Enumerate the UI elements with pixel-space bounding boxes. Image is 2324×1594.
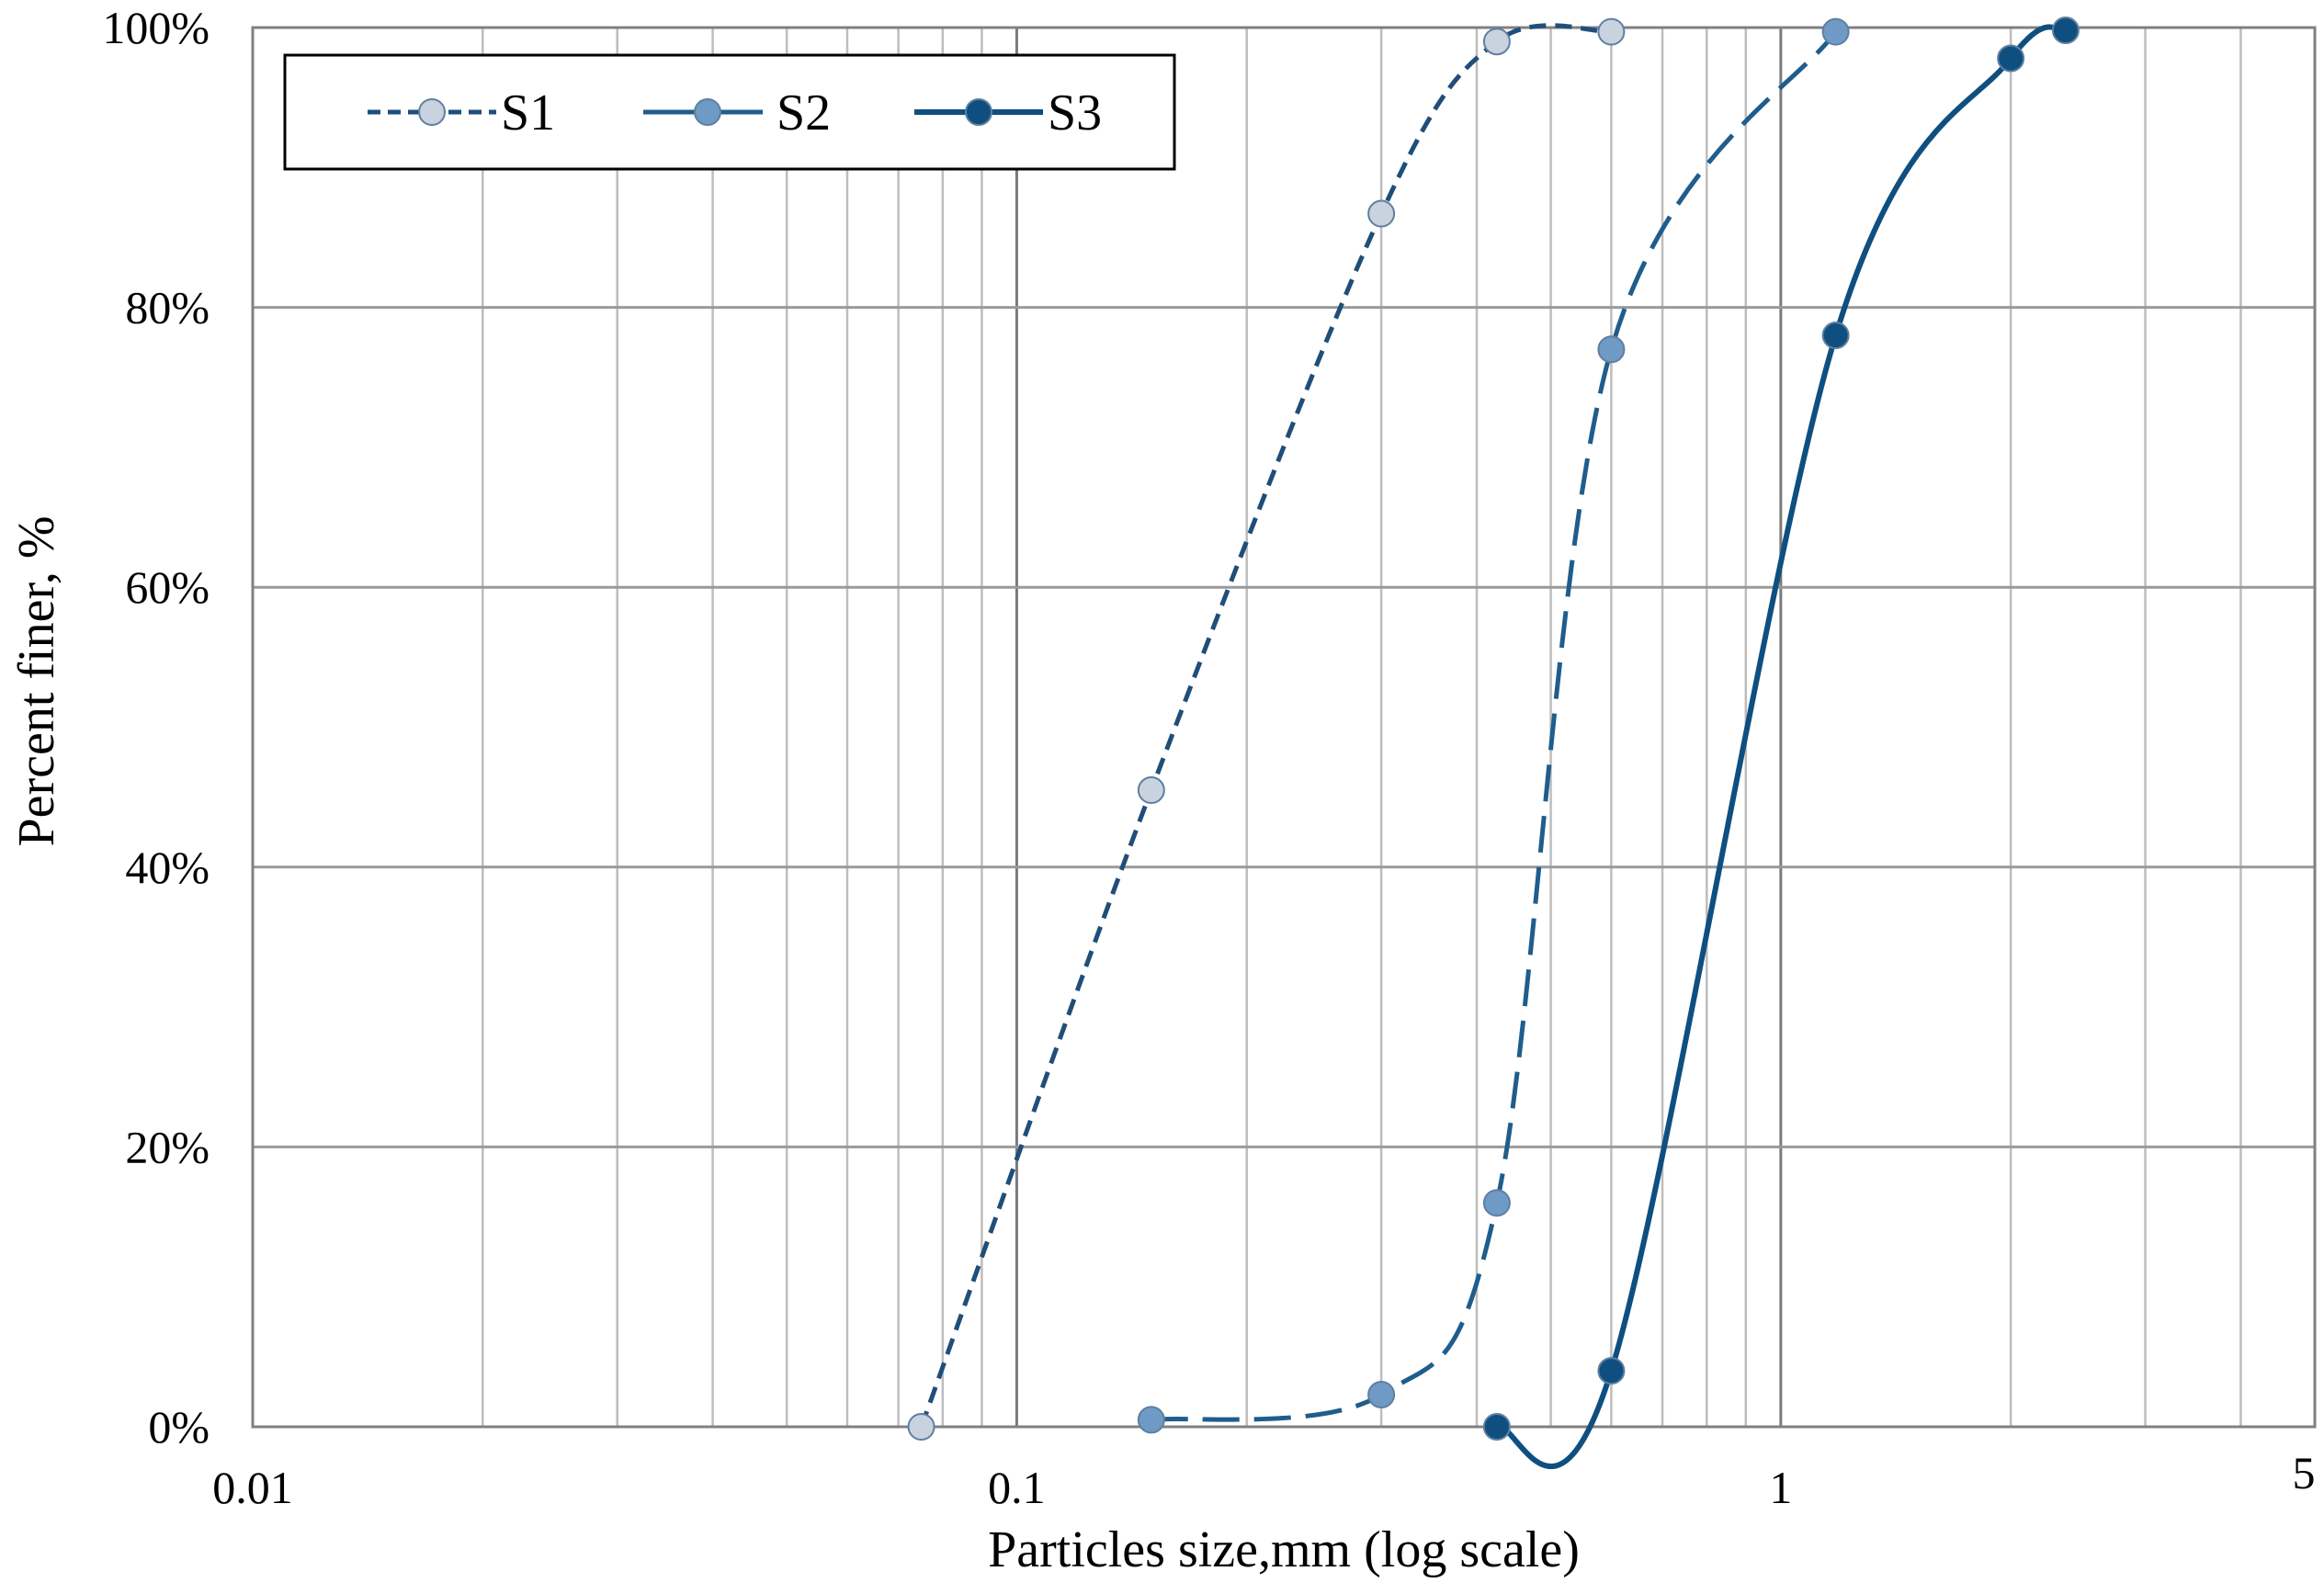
data-point-S2 [1367, 1380, 1396, 1408]
legend-label-S3: S3 [1048, 85, 1102, 141]
legend-marker-S1 [418, 98, 446, 126]
y-tick-label: 100% [102, 2, 210, 53]
x-axis-title: Particles size,mm (log scale) [988, 1521, 1580, 1578]
series-line-S3 [1495, 24, 2068, 1470]
legend-marker-S2 [694, 98, 721, 126]
series-S3 [1482, 17, 2080, 1470]
series-layer [907, 17, 2080, 1470]
plot-frame [251, 26, 2317, 1429]
data-point-S3 [1482, 1413, 1511, 1441]
y-tick-label: 60% [125, 561, 210, 613]
data-point-S2 [1597, 335, 1626, 364]
data-point-S2 [1482, 1189, 1511, 1217]
series-line-S2 [1151, 30, 1838, 1422]
y-axis-title: Percent finer, % [8, 515, 65, 846]
data-point-S3 [2051, 17, 2080, 45]
x-tick-label: 1 [1769, 1462, 1792, 1513]
y-tick-label: 20% [125, 1121, 210, 1172]
y-tick-label: 0% [148, 1401, 210, 1453]
data-point-S1 [907, 1413, 935, 1441]
y-tick-label: 40% [125, 842, 210, 893]
grid-lines [251, 26, 2317, 1429]
data-point-S3 [1597, 1357, 1626, 1385]
x-tick-label: 5 [2293, 1447, 2316, 1498]
x-tick-label: 0.1 [988, 1462, 1046, 1513]
legend-items: S1 S2 S3 [368, 85, 1102, 141]
data-point-S2 [1821, 17, 1850, 46]
legend-item-S1: S1 [368, 85, 555, 141]
data-point-S3 [1997, 44, 2025, 73]
series-line-S1 [919, 23, 1612, 1428]
series-S1 [907, 17, 1626, 1441]
legend-label-S1: S1 [501, 85, 555, 141]
data-point-S1 [1367, 199, 1396, 228]
x-tick-label: 0.01 [212, 1462, 293, 1513]
data-point-S1 [1137, 776, 1165, 805]
tick-labels: 0% 20% 40% 60% 80% 100% 0.01 0.1 1 5 [102, 2, 2315, 1513]
legend: S1 S2 S3 [283, 53, 1176, 171]
data-point-S1 [1482, 28, 1511, 56]
data-point-S2 [1137, 1406, 1165, 1434]
data-point-S1 [1597, 17, 1626, 46]
legend-marker-S3 [965, 98, 992, 126]
data-point-S3 [1821, 322, 1850, 350]
series-S2 [1137, 17, 1850, 1434]
y-tick-label: 80% [125, 282, 210, 333]
legend-item-S2: S2 [643, 85, 831, 141]
legend-label-S2: S2 [777, 85, 831, 141]
legend-item-S3: S3 [914, 85, 1102, 141]
